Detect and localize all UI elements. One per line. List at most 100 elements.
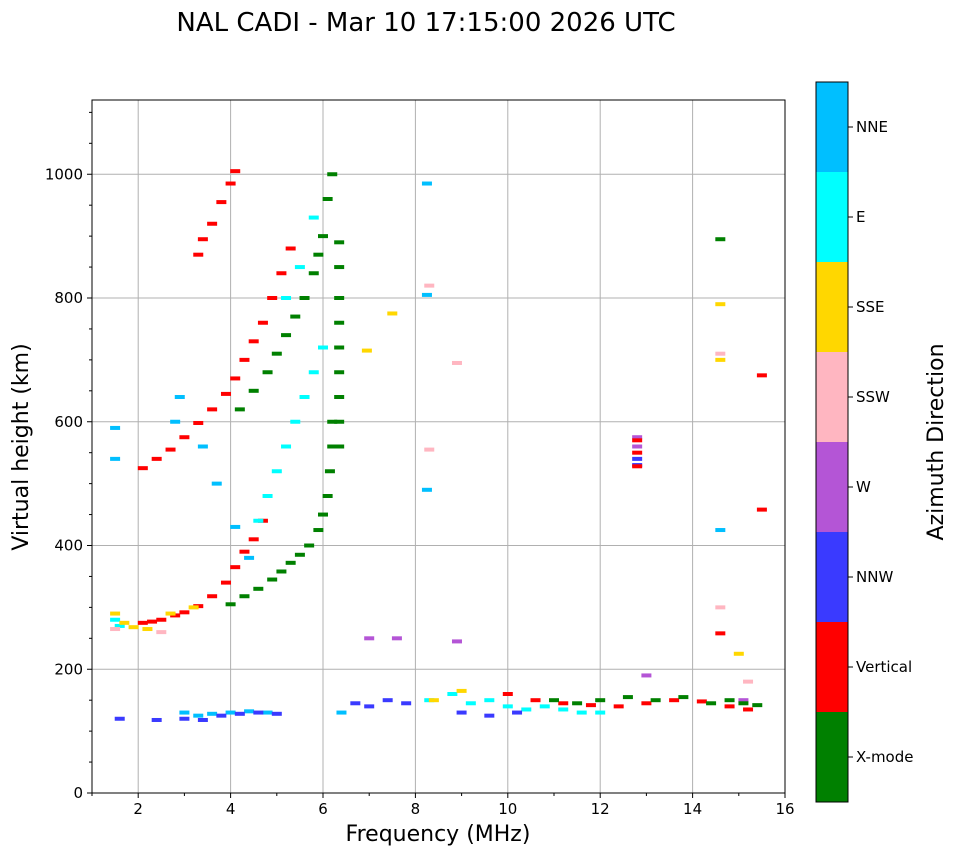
colorbar: X-mode Vertical NNW W SSW SSE E NNE [815,81,913,803]
echo-point [336,710,347,715]
echo-point [281,296,292,300]
echo-point [197,717,208,722]
echo-point [424,447,435,452]
echo-point [225,710,236,715]
echo-point [549,698,559,703]
echo-points [110,169,767,722]
echo-point [715,357,726,362]
echo-point [308,271,319,276]
echo-point [558,707,569,712]
plot-frame [91,99,786,794]
colorbar-label: Azimuth Direction [924,343,949,540]
echo-point [220,391,231,396]
chart-title: NAL CADI - Mar 10 17:15:00 2026 UTC [176,8,675,38]
echo-point [641,673,652,678]
trace-nnw [114,456,643,722]
echo-point [613,704,624,709]
echo-point [678,695,689,700]
echo-point [421,292,432,297]
echo-point [322,494,333,498]
echo-point [334,345,345,350]
echo-point [230,169,241,174]
echo-point [334,240,345,245]
colorbar-tick-label: SSE [856,298,885,316]
echo-point [151,456,162,461]
echo-point [327,172,338,177]
echo-point [267,577,278,582]
echo-point [225,602,236,607]
trace-vertical-high [502,373,767,712]
echo-point [290,419,301,424]
echo-point [334,395,345,399]
echo-point [421,487,432,492]
echo-point [424,283,435,288]
echo-point [188,605,199,610]
colorbar-tick-label: NNW [856,568,893,586]
echo-point [230,524,241,529]
echo-point [110,456,121,461]
echo-point [239,549,250,554]
echo-point [350,701,361,706]
echo-point [752,703,763,708]
echo-point [696,699,707,704]
echo-point [304,543,315,548]
echo-point [572,701,583,706]
echo-point [193,252,204,257]
y-tick-label: 400 [54,537,83,555]
echo-point [313,252,324,257]
echo-point [484,713,495,718]
colorbar-segment [816,442,848,532]
colorbar-segment [816,352,848,442]
echo-point [156,617,167,622]
echo-point [334,265,345,270]
colorbar-segment [816,82,848,172]
colorbar-tick-label: E [856,208,865,226]
echo-point [234,711,245,716]
colorbar-tick-label: NNE [856,118,888,136]
echo-point [225,181,236,186]
echo-point [170,419,181,424]
echo-point [193,713,204,718]
echo-point [632,456,643,461]
echo-point [715,528,726,533]
y-tick-label: 600 [54,413,83,431]
y-tick-label: 800 [54,289,83,307]
echo-point [334,444,345,449]
echo-point [743,707,754,712]
echo-point [179,716,190,721]
echo-point [632,464,643,469]
echo-point [257,320,268,325]
echo-point [364,704,375,709]
echo-point [216,713,227,718]
echo-point [669,698,680,703]
echo-point [632,444,643,449]
echo-point [244,709,255,714]
colorbar-segment [816,532,848,622]
echo-point [512,710,523,715]
echo-point [324,469,335,474]
echo-point [715,302,726,307]
echo-point [706,701,717,706]
echo-point [502,704,513,709]
x-tick-label: 4 [226,800,236,818]
echo-point [174,395,185,399]
colorbar-tick-label: X-mode [856,748,913,766]
echo-point [294,265,305,270]
trace-ssw [110,283,754,684]
echo-point [234,407,245,412]
echo-point [165,611,176,616]
echo-point [179,435,190,440]
echo-point [451,639,462,644]
echo-point [502,692,513,696]
echo-point [262,710,273,715]
colorbar-tick-label: W [856,478,871,496]
echo-point [253,518,264,523]
echo-point [715,605,726,610]
echo-point [142,627,153,632]
echo-point [137,620,148,625]
echo-point [738,701,749,706]
x-tick-label: 8 [411,800,421,818]
echo-point [244,555,255,560]
trace-vertical [137,169,296,625]
